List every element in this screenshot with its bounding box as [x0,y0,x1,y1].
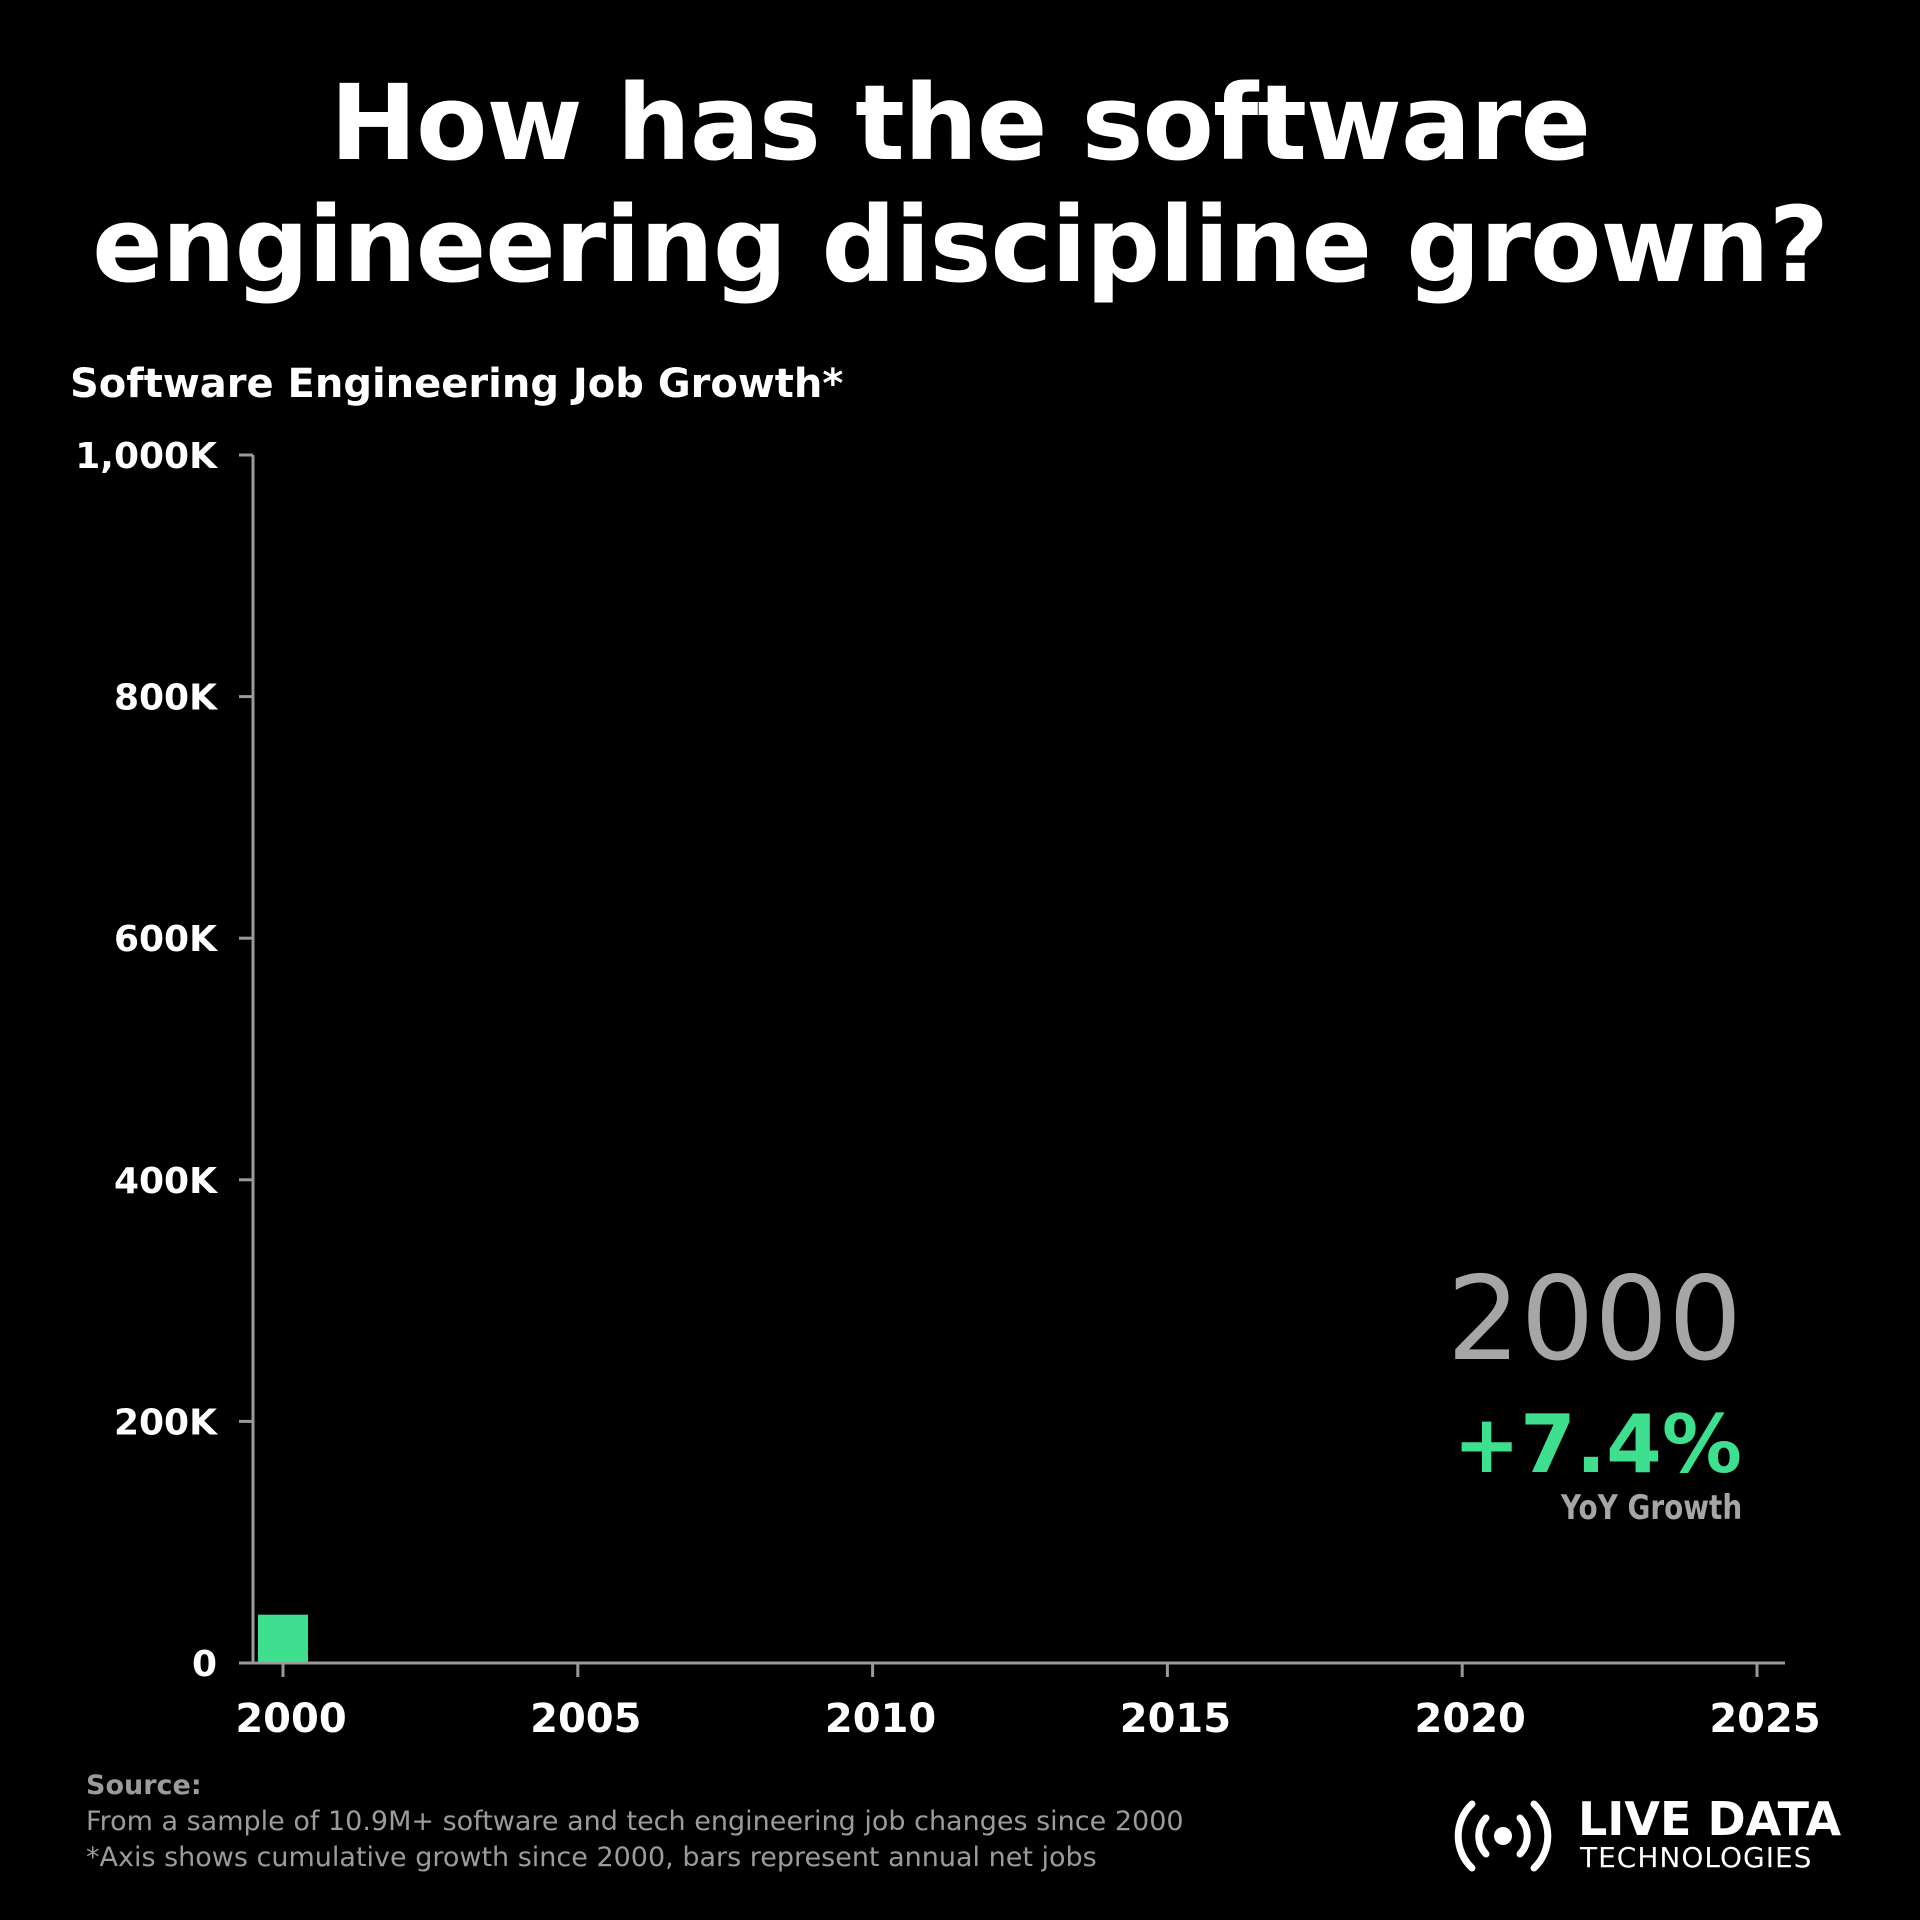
source-label: Source: [86,1770,202,1801]
source-line-2: *Axis shows cumulative growth since 2000… [86,1842,1097,1873]
y-tick-label: 800K [114,678,218,719]
x-tick-label: 2025 [1709,1696,1820,1742]
logo-line-1: LIVE DATA [1578,1792,1842,1846]
y-tick-label: 1,000K [75,436,218,477]
broadcast-icon [1454,1800,1552,1872]
y-tick-label: 600K [114,919,218,960]
y-tick-label: 0 [192,1644,217,1685]
page-title: How has the software engineering discipl… [0,62,1920,306]
current-year-label: 2000 [1446,1252,1742,1387]
company-logo: LIVE DATA TECHNOLOGIES [1452,1792,1872,1876]
x-tick-label: 2010 [825,1696,936,1742]
y-tick-label: 200K [114,1402,218,1443]
yoy-growth-caption: YoY Growth [1560,1488,1742,1528]
x-tick-label: 2000 [235,1696,346,1742]
source-line-1: From a sample of 10.9M+ software and tec… [86,1806,1184,1837]
logo-line-2: TECHNOLOGIES [1580,1841,1813,1874]
x-tick-label: 2015 [1120,1696,1231,1742]
y-tick-label: 400K [114,1161,218,1202]
page-title-line-1: How has the software [330,62,1591,184]
source-note: Source: From a sample of 10.9M+ software… [86,1768,1184,1876]
page-title-line-2: engineering discipline grown? [92,184,1829,306]
x-tick-label: 2005 [530,1696,641,1742]
x-tick-label: 2020 [1415,1696,1526,1742]
yoy-growth-value: +7.4% [1453,1398,1742,1491]
chart-title: Software Engineering Job Growth* [70,361,844,407]
bar-2000 [258,1614,308,1662]
